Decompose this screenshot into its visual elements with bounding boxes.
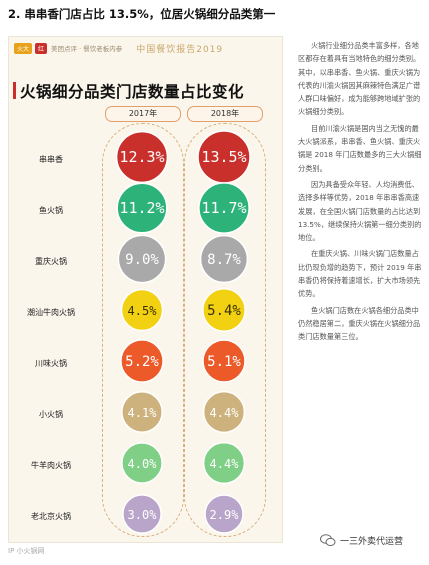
chart-title: 火锅细分品类门店数量占比变化 <box>12 80 244 102</box>
section-heading: 2. 串串香门店占比 13.5%，位居火锅细分品类第一 <box>8 7 276 21</box>
row-label-beef-mutton-hotpot: 牛羊肉火锅 <box>31 461 71 470</box>
row-label-fish-hotpot: 鱼火锅 <box>39 206 63 215</box>
watermark-left: IP 小火锅网 <box>8 547 45 555</box>
account-watermark: 一三外卖代运营 <box>320 534 403 547</box>
account-name: 一三外卖代运营 <box>340 537 404 547</box>
sidebar-paragraph: 在重庆火锅、川味火锅门店数量占比仍现负增的趋势下，预计 2019 年串串香仍将保… <box>298 249 422 299</box>
column-frame-2017 <box>102 123 184 537</box>
row-label-chuanchuanxiang: 串串香 <box>39 155 63 164</box>
sidebar-paragraph: 鱼火锅门店数在火锅各细分品类中仍然稳居第二，重庆火锅在火锅细分品类门店数量第三位… <box>298 305 421 342</box>
card-brand-bar: 火大 红 美团点评 · 餐饮老板内参 中国餐饮报告2019 <box>14 41 223 55</box>
row-label-old-beijing-hotpot: 老北京火锅 <box>31 512 71 521</box>
row-label-small-hotpot: 小火锅 <box>39 410 63 419</box>
sidebar-text: 火锅行业细分品类丰富多样，各地区都存在着具有当地特色的细分类别。其中，以串串香、… <box>298 39 422 347</box>
column-header-2018: 2018年 <box>187 106 263 122</box>
wechat-icon <box>320 534 336 547</box>
brand-logo: 火大 <box>14 42 33 54</box>
brand-name: 美团点评 · 餐饮老板内参 <box>51 45 123 53</box>
sidebar-paragraph: 目前川渝火锅是国内当之无愧的最大火锅派系，串串香、鱼火锅、重庆火锅是 2018 … <box>298 123 422 173</box>
row-label-chongqing-hotpot: 重庆火锅 <box>35 257 67 266</box>
row-label-sichuan-hotpot: 川味火锅 <box>35 359 67 368</box>
brand-badge: 红 <box>35 42 48 54</box>
sidebar-paragraph: 因为具备受众年轻、人均消费低、选择多样等优势，2018 年串串香高速发展，在全国… <box>298 179 422 243</box>
row-label-chaoshan-beef-hotpot: 潮汕牛肉火锅 <box>27 308 75 317</box>
column-header-2017: 2017年 <box>105 106 181 122</box>
column-frame-2018 <box>184 123 266 537</box>
report-title: 中国餐饮报告2019 <box>136 44 224 55</box>
sidebar-paragraph: 火锅行业细分品类丰富多样，各地区都存在着具有当地特色的细分类别。其中，以串串香、… <box>298 41 421 117</box>
